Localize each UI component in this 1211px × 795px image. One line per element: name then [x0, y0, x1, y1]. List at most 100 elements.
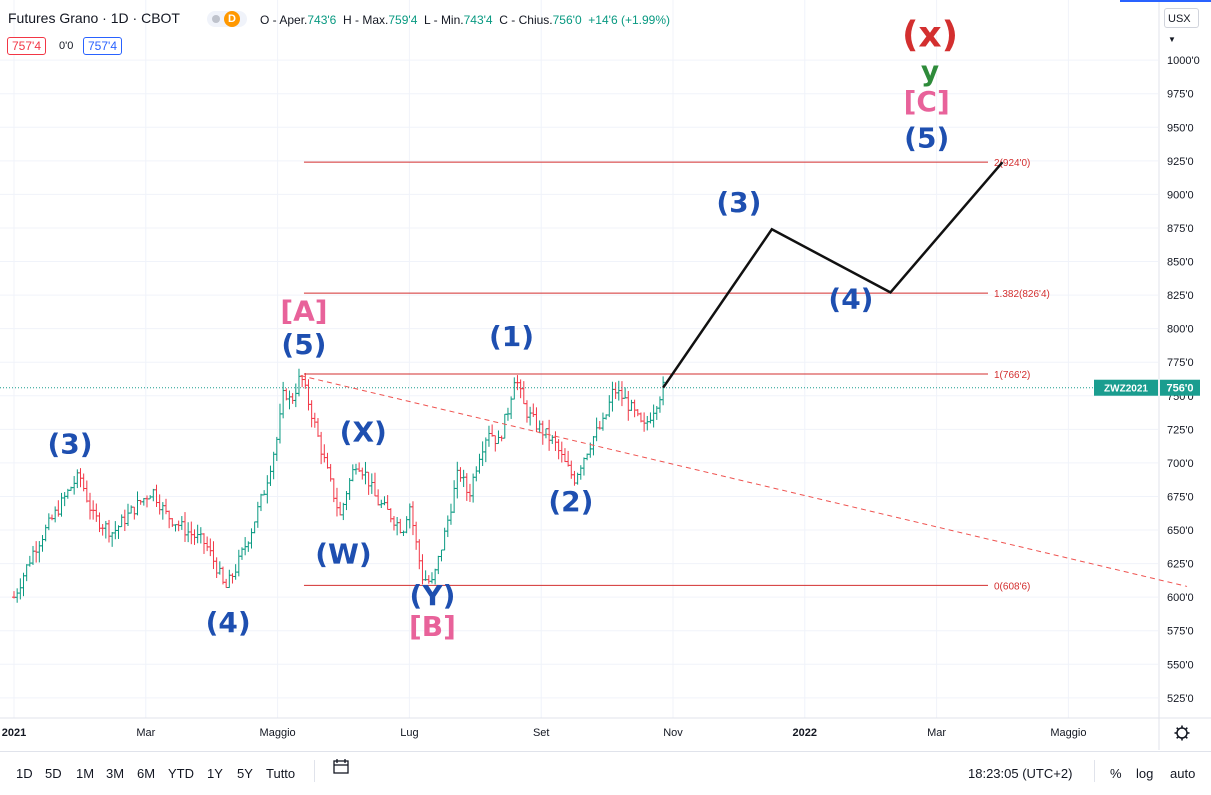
- last-price-label: 756'0: [1166, 383, 1193, 395]
- y-tick-label: 800'0: [1167, 324, 1194, 336]
- timeframe-5d[interactable]: 5D: [45, 766, 62, 781]
- y-tick-label: 525'0: [1167, 693, 1194, 705]
- wave-label: (Y): [410, 579, 456, 612]
- y-tick-label: 675'0: [1167, 491, 1194, 503]
- ohlc-readout: O - Aper.743'6 H - Max.759'4 L - Min.743…: [260, 13, 670, 27]
- x-tick-label: Mar: [927, 727, 946, 739]
- timeframe-ytd[interactable]: YTD: [168, 766, 194, 781]
- buy-price-button[interactable]: 757'4: [83, 37, 122, 55]
- divider: [1094, 760, 1095, 782]
- x-tick-label: Set: [533, 727, 550, 739]
- currency-value: USX: [1168, 13, 1191, 25]
- wave-label: y: [921, 54, 939, 87]
- wave-label: (4): [828, 283, 873, 316]
- fib-level-label: 0(608'6): [994, 581, 1030, 592]
- wave-label: [A]: [280, 295, 327, 328]
- open-label: O - Aper.: [260, 13, 308, 27]
- wave-label: (3): [47, 428, 92, 461]
- y-tick-label: 900'0: [1167, 189, 1194, 201]
- market-status-icon: [212, 15, 220, 23]
- wave-label: [B]: [409, 610, 456, 643]
- trendline: [300, 375, 1188, 587]
- gear-icon[interactable]: [1176, 727, 1188, 739]
- gear-icon-tooth: [1176, 727, 1180, 731]
- symbol-name[interactable]: Futures Grano: [8, 10, 99, 26]
- change-value: +14'6: [588, 13, 618, 27]
- y-tick-label: 775'0: [1167, 357, 1194, 369]
- divider: [314, 760, 315, 782]
- low-value: 743'4: [463, 13, 493, 27]
- wave-projection-path: [662, 161, 1004, 389]
- y-tick-label: 875'0: [1167, 223, 1194, 235]
- x-tick-label: Maggio: [1050, 727, 1086, 739]
- wave-label: (x): [902, 15, 958, 56]
- fib-level-label: 1.382(826'4): [994, 289, 1050, 300]
- y-tick-label: 825'0: [1167, 290, 1194, 302]
- log-toggle[interactable]: log: [1136, 766, 1154, 781]
- timeframe-1d[interactable]: 1D: [16, 766, 33, 781]
- y-tick-label: 600'0: [1167, 592, 1194, 604]
- wave-label: (5): [904, 121, 949, 154]
- x-tick-label: Maggio: [260, 727, 296, 739]
- wave-label: (X): [340, 415, 387, 448]
- symbol-tag-label: ZWZ2021: [1104, 384, 1148, 395]
- timeframe-1m[interactable]: 1M: [76, 766, 95, 781]
- calendar-range-icon[interactable]: [332, 758, 350, 776]
- timeframe-3m[interactable]: 3M: [106, 766, 125, 781]
- wave-label: (4): [206, 606, 251, 639]
- low-label: L - Min.: [424, 13, 464, 27]
- auto-toggle[interactable]: auto: [1170, 766, 1196, 781]
- y-tick-label: 1000'0: [1167, 55, 1200, 67]
- y-tick-label: 650'0: [1167, 525, 1194, 537]
- y-tick-label: 550'0: [1167, 659, 1194, 671]
- y-tick-label: 700'0: [1167, 458, 1194, 470]
- percent-toggle[interactable]: %: [1110, 766, 1122, 781]
- y-tick-label: 975'0: [1167, 89, 1194, 101]
- y-tick-label: 625'0: [1167, 559, 1194, 571]
- close-value: 756'0: [552, 13, 582, 27]
- y-tick-label: 950'0: [1167, 122, 1194, 134]
- exchange-label: CBOT: [141, 10, 180, 26]
- clock-readout[interactable]: 18:23:05 (UTC+2): [968, 766, 1073, 781]
- close-label: C - Chius.: [499, 13, 553, 27]
- x-tick-label: 2021: [2, 727, 26, 739]
- gear-icon-tooth: [1184, 727, 1188, 731]
- timeframe-5y[interactable]: 5Y: [237, 766, 253, 781]
- interval-label[interactable]: 1D: [110, 10, 129, 26]
- x-tick-label: 2022: [793, 727, 817, 739]
- symbol-header: Futures Grano · 1D · CBOT: [8, 10, 180, 26]
- wave-label: (3): [716, 186, 761, 219]
- gear-icon-tooth: [1176, 735, 1180, 739]
- wave-label: (W): [315, 538, 371, 571]
- y-tick-label: 850'0: [1167, 257, 1194, 269]
- wave-label: [C]: [904, 85, 950, 118]
- spread-value: 0'0: [59, 40, 74, 52]
- open-value: 743'6: [307, 13, 337, 27]
- wave-label: (1): [489, 320, 534, 353]
- y-tick-label: 925'0: [1167, 156, 1194, 168]
- timeframe-1y[interactable]: 1Y: [207, 766, 223, 781]
- sell-price-button[interactable]: 757'4: [7, 37, 46, 55]
- bottom-toolbar: [0, 751, 1211, 795]
- x-tick-label: Lug: [400, 727, 418, 739]
- high-label: H - Max.: [343, 13, 389, 27]
- wave-label: (5): [281, 328, 326, 361]
- gear-icon-tooth: [1184, 735, 1188, 739]
- y-tick-label: 725'0: [1167, 424, 1194, 436]
- x-tick-label: Mar: [136, 727, 155, 739]
- top-accent-strip: [1120, 0, 1211, 2]
- fib-level-label: 1(766'2): [994, 370, 1030, 381]
- high-value: 759'4: [388, 13, 418, 27]
- fib-level-label: 2(924'0): [994, 158, 1030, 169]
- y-tick-label: 575'0: [1167, 626, 1194, 638]
- last-price-box: [1160, 379, 1200, 396]
- delayed-data-badge[interactable]: D: [224, 11, 240, 27]
- chevron-down-icon: ▼: [1168, 35, 1176, 44]
- change-percent: (+1.99%): [620, 13, 670, 27]
- symbol-tag-box: [1094, 379, 1158, 396]
- timeframe-all[interactable]: Tutto: [266, 766, 296, 781]
- wave-label: (2): [548, 485, 593, 518]
- currency-select[interactable]: USX ▼: [1164, 8, 1199, 44]
- timeframe-6m[interactable]: 6M: [137, 766, 156, 781]
